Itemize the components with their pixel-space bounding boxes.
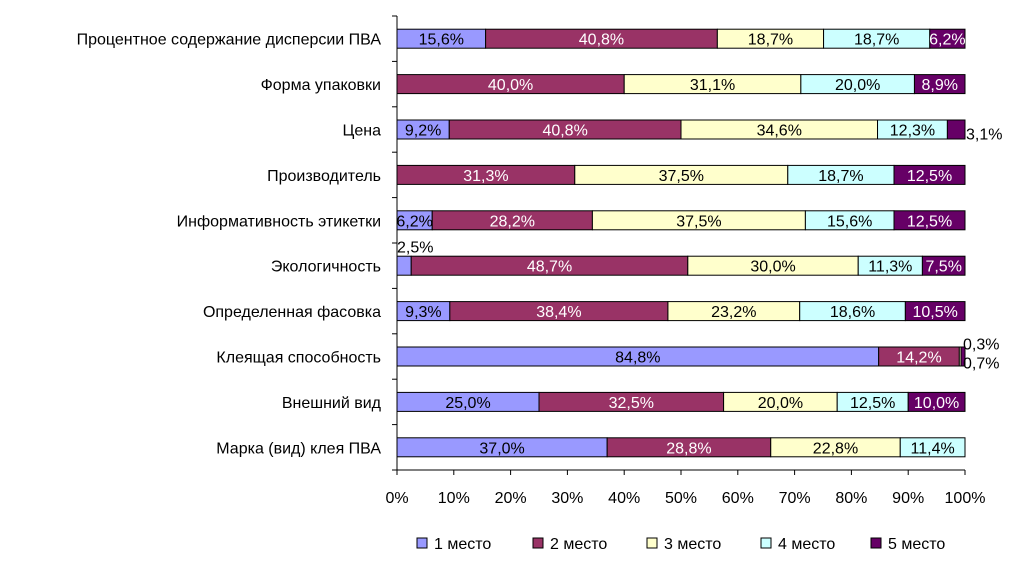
bar-segment <box>904 301 966 322</box>
data-label: 25,0% <box>445 395 490 412</box>
data-label: 11,3% <box>868 259 912 276</box>
data-label: 31,1% <box>690 77 735 94</box>
data-label: 11,4% <box>911 440 955 457</box>
data-label: 30,0% <box>750 259 795 276</box>
x-tick-label: 20% <box>495 490 527 507</box>
data-label: 18,6% <box>830 304 875 321</box>
category-label: Экологичность <box>271 259 381 276</box>
legend-label: 2 место <box>550 536 607 553</box>
x-tick-label: 50% <box>665 490 697 507</box>
legend-swatch <box>532 537 544 549</box>
data-label: 32,5% <box>609 395 654 412</box>
x-tick-label: 40% <box>608 490 640 507</box>
legend-swatch <box>416 537 428 549</box>
data-label: 48,7% <box>527 259 572 276</box>
data-label: 10,5% <box>912 304 957 321</box>
data-label: 37,5% <box>659 168 704 185</box>
data-label: 3,1% <box>966 127 1002 144</box>
data-label: 31,3% <box>463 168 508 185</box>
data-label: 10,0% <box>914 395 959 412</box>
bar-segment <box>899 437 966 458</box>
bar-segment <box>929 28 966 49</box>
bars-layer <box>396 28 966 458</box>
legend-label: 3 место <box>664 536 721 553</box>
data-label: 8,9% <box>921 77 957 94</box>
data-label: 12,3% <box>890 123 935 140</box>
data-label: 9,3% <box>405 304 441 321</box>
data-label: 2,5% <box>397 240 433 257</box>
data-label: 20,0% <box>835 77 880 94</box>
data-label: 12,5% <box>850 395 895 412</box>
data-label: 6,2% <box>929 32 965 49</box>
data-label: 18,7% <box>854 32 899 49</box>
legend-label: 4 место <box>778 536 835 553</box>
category-label: Производитель <box>267 168 381 185</box>
data-label: 84,8% <box>615 350 660 367</box>
legend-swatch <box>646 537 658 549</box>
x-tick-label: 60% <box>722 490 754 507</box>
data-label: 20,0% <box>758 395 803 412</box>
x-tick-label: 0% <box>385 490 408 507</box>
data-label: 12,5% <box>907 168 952 185</box>
data-label: 40,0% <box>488 77 533 94</box>
legend-swatch <box>870 537 882 549</box>
data-label: 18,7% <box>818 168 863 185</box>
x-tick-label: 30% <box>551 490 583 507</box>
data-labels-layer: 15,6% 40,8% 18,7% 18,7% 6,2% 40,0% 31,1% 20,0% 8… <box>396 32 1002 458</box>
category-label: Внешний вид <box>282 395 382 412</box>
axis-layer: Процентное содержание дисперсии ПВА Форма… <box>77 15 986 507</box>
data-label: 28,8% <box>666 440 711 457</box>
bar-segment <box>913 74 966 95</box>
category-label: Марка (вид) клея ПВА <box>216 440 381 457</box>
data-label: 14,2% <box>896 350 941 367</box>
data-label: 9,2% <box>405 123 441 140</box>
legend-swatch <box>760 537 772 549</box>
data-label: 7,5% <box>925 259 961 276</box>
bar-segment <box>893 210 966 231</box>
x-tick-label: 70% <box>779 490 811 507</box>
bar-segment <box>946 119 966 140</box>
data-label: 15,6% <box>419 32 464 49</box>
data-label: 38,4% <box>536 304 581 321</box>
data-label: 0,3% <box>963 337 999 354</box>
data-label: 34,6% <box>757 123 802 140</box>
legend-label: 5 место <box>888 536 945 553</box>
category-label: Определенная фасовка <box>203 304 381 321</box>
category-label: Форма упаковки <box>261 77 381 94</box>
data-label: 37,5% <box>676 213 721 230</box>
data-label: 37,0% <box>479 440 524 457</box>
data-label: 40,8% <box>542 123 587 140</box>
data-label: 15,6% <box>827 213 872 230</box>
bar-segment <box>907 391 966 412</box>
x-tick-label: 80% <box>835 490 867 507</box>
bar-segment <box>921 255 966 276</box>
data-label: 12,5% <box>907 213 952 230</box>
category-label: Клеящая способность <box>216 350 381 367</box>
x-tick-label: 10% <box>438 490 470 507</box>
bar-segment <box>893 164 966 185</box>
data-label: 23,2% <box>711 304 756 321</box>
legend: 1 место 2 место 3 место 4 место 5 место <box>416 536 945 553</box>
category-label: Процентное содержание дисперсии ПВА <box>77 32 382 49</box>
data-label: 6,2% <box>396 213 432 230</box>
x-tick-label: 100% <box>945 490 986 507</box>
data-label: 22,8% <box>813 440 858 457</box>
data-label: 28,2% <box>490 213 535 230</box>
bar-segment <box>960 346 966 367</box>
data-label: 0,7% <box>963 356 999 373</box>
data-label: 40,8% <box>579 32 624 49</box>
category-label: Цена <box>343 123 382 140</box>
x-tick-label: 90% <box>892 490 924 507</box>
category-label: Информативность этикетки <box>177 213 381 230</box>
data-label: 18,7% <box>748 32 793 49</box>
legend-label: 1 место <box>434 536 491 553</box>
bar-segment <box>396 255 412 276</box>
